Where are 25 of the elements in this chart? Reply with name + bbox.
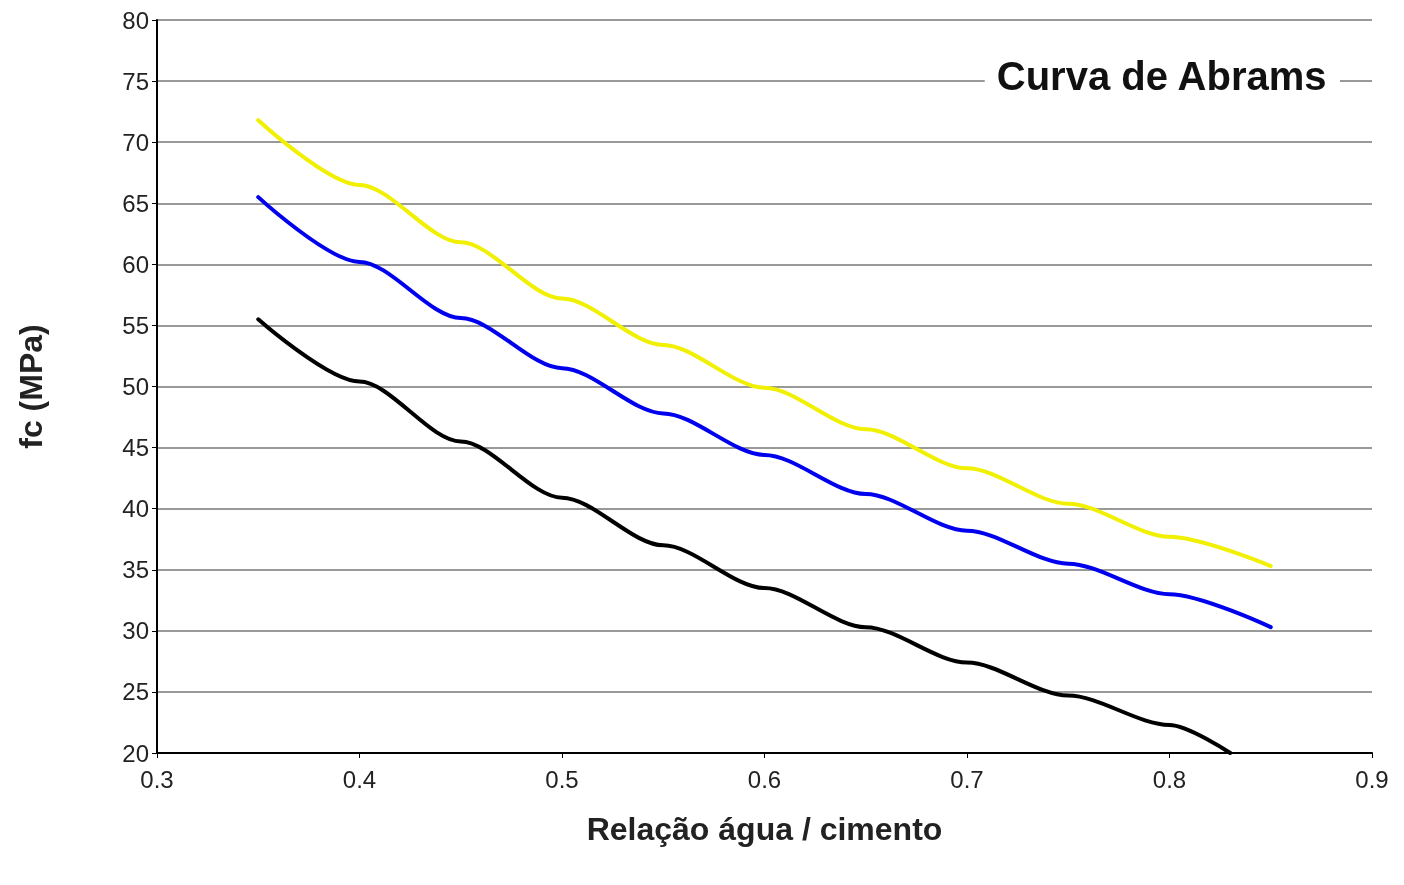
- y-tick-label: 45: [122, 434, 149, 462]
- y-tick-label: 50: [122, 373, 149, 400]
- line-series: [256, 118, 1273, 569]
- x-tick-label: 0.3: [140, 765, 174, 793]
- y-tick-label: 30: [122, 617, 149, 645]
- y-tick-label: 35: [122, 556, 149, 584]
- y-tick-label: 25: [122, 678, 149, 706]
- y-axis-title: fc (MPa): [13, 324, 49, 449]
- y-tick-label: 70: [122, 128, 149, 156]
- y-tick-label: 75: [122, 67, 149, 95]
- y-tick-label: 20: [122, 739, 149, 767]
- x-tick-label: 0.4: [342, 765, 377, 793]
- x-tick-label: 0.9: [1355, 765, 1389, 793]
- y-tick-label: 55: [122, 311, 149, 339]
- x-axis-title: Relação água / cimento: [586, 811, 943, 847]
- y-tick-label: 60: [122, 250, 149, 278]
- y-tick-label: 65: [122, 189, 149, 217]
- line-series: [256, 195, 1273, 630]
- x-tick-label: 0.6: [747, 765, 782, 793]
- x-tick-label: 0.7: [950, 765, 984, 793]
- text: Curva de Abrams: [996, 54, 1327, 98]
- y-tick-label: 40: [122, 495, 149, 523]
- y-tick-label: 80: [122, 6, 149, 34]
- x-tick-label: 0.8: [1152, 765, 1187, 793]
- x-tick-label: 0.5: [545, 765, 579, 793]
